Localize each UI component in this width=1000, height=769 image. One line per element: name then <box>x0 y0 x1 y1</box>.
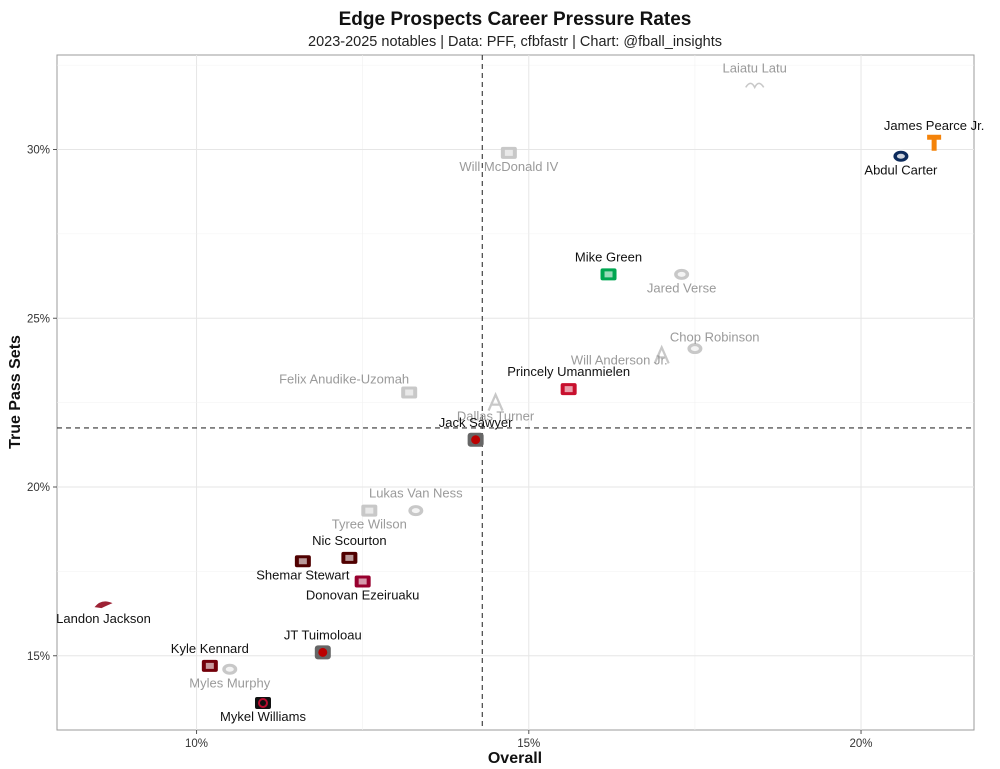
point-label: Chop Robinson <box>670 330 760 345</box>
point-label: Jack Sawyer <box>439 415 513 430</box>
data-point <box>294 555 311 568</box>
logo-will-mcdonald-iv-detail <box>504 149 513 156</box>
point-label: Lukas Van Ness <box>369 486 463 501</box>
logo-shemar-stewart-detail <box>298 558 307 565</box>
data-point <box>500 146 517 159</box>
y-tick-label: 30% <box>27 145 50 157</box>
y-tick-label: 20% <box>27 482 50 494</box>
x-tick-label: 10% <box>185 738 208 750</box>
data-point <box>686 342 704 356</box>
data-point <box>341 551 358 564</box>
logo-mike-green-detail <box>604 271 613 278</box>
data-point <box>560 383 577 396</box>
logo-kyle-kennard-detail <box>205 662 214 669</box>
data-point <box>361 504 378 517</box>
logo-mykel-williams-detail <box>257 698 268 708</box>
y-tick-label: 25% <box>27 313 50 325</box>
point-label: Jared Verse <box>647 280 716 295</box>
y-tick-label: 15% <box>27 651 50 663</box>
data-point <box>892 149 910 163</box>
data-point <box>745 82 765 90</box>
logo-james-pearce-jr <box>927 134 942 151</box>
logo-donovan-ezeiruaku-detail <box>358 578 367 585</box>
data-points: Laiatu Latu James Pearce Jr. Abdul Carter W… <box>56 60 984 724</box>
point-label: Donovan Ezeiruaku <box>306 588 419 603</box>
data-point <box>600 268 617 281</box>
logo-jack-sawyer-detail <box>471 435 481 445</box>
point-label: Will Anderson Jr. <box>571 352 668 367</box>
chart-title: Edge Prospects Career Pressure Rates <box>339 9 692 30</box>
x-tick-label: 15% <box>517 738 540 750</box>
point-label: Dallas Turner <box>457 409 535 424</box>
logo-will-anderson-jr <box>653 344 670 364</box>
chart-subtitle: 2023-2025 notables | Data: PFF, cfbfastr… <box>308 34 722 50</box>
data-point <box>487 391 504 412</box>
point-label: Landon Jackson <box>56 611 151 626</box>
point-label: Mykel Williams <box>220 709 306 724</box>
point-label: Laiatu Latu <box>723 60 787 75</box>
data-point <box>653 344 670 364</box>
data-point <box>467 432 484 447</box>
point-label: JT Tuimoloau <box>284 627 362 642</box>
logo-dallas-turner <box>487 391 504 412</box>
data-point <box>927 134 942 151</box>
data-point <box>354 575 371 588</box>
point-label: Mike Green <box>575 249 642 264</box>
logo-myles-murphy-detail <box>225 666 234 672</box>
point-label: James Pearce Jr. <box>884 118 984 133</box>
data-point <box>673 267 691 281</box>
point-label: Abdul Carter <box>864 162 938 177</box>
point-label: Princely Umanmielen <box>507 364 630 379</box>
point-label: Will McDonald IV <box>459 159 558 174</box>
point-label: Tyree Wilson <box>332 517 407 532</box>
point-label: Nic Scourton <box>312 533 386 548</box>
data-point <box>407 504 425 518</box>
data-point <box>201 659 218 672</box>
data-point <box>94 601 113 609</box>
y-axis-title: True Pass Sets <box>7 335 24 449</box>
logo-landon-jackson <box>94 601 113 609</box>
x-axis-title: Overall <box>488 750 542 767</box>
logo-princely-umanmielen-detail <box>564 386 573 393</box>
data-point <box>401 386 418 399</box>
logo-lukas-van-ness-detail <box>411 508 420 514</box>
x-tick-label: 20% <box>850 738 873 750</box>
point-label: Felix Anudike-Uzomah <box>279 372 409 387</box>
point-label: Kyle Kennard <box>171 641 249 656</box>
logo-abdul-carter-detail <box>896 153 905 159</box>
logo-jared-verse-detail <box>677 271 686 277</box>
logo-tyree-wilson-detail <box>365 507 374 514</box>
y-axis-ticks: 15% 20% 25% 30% <box>27 145 57 663</box>
data-point <box>221 662 239 676</box>
plot-panel <box>56 54 975 731</box>
point-label: Myles Murphy <box>189 675 270 690</box>
x-axis-ticks: 10% 15% 20% <box>185 730 873 750</box>
logo-chop-robinson-detail <box>690 346 699 352</box>
gridlines <box>57 55 974 730</box>
logo-felix-anudike-uzomah-detail <box>405 389 414 396</box>
point-label: Shemar Stewart <box>256 567 350 582</box>
data-point <box>254 697 271 709</box>
logo-laiatu-latu <box>745 82 765 90</box>
logo-nic-scourton-detail <box>345 554 354 561</box>
reference-lines <box>57 55 974 730</box>
data-point <box>314 645 331 660</box>
logo-jt-tuimoloau-detail <box>318 647 328 657</box>
